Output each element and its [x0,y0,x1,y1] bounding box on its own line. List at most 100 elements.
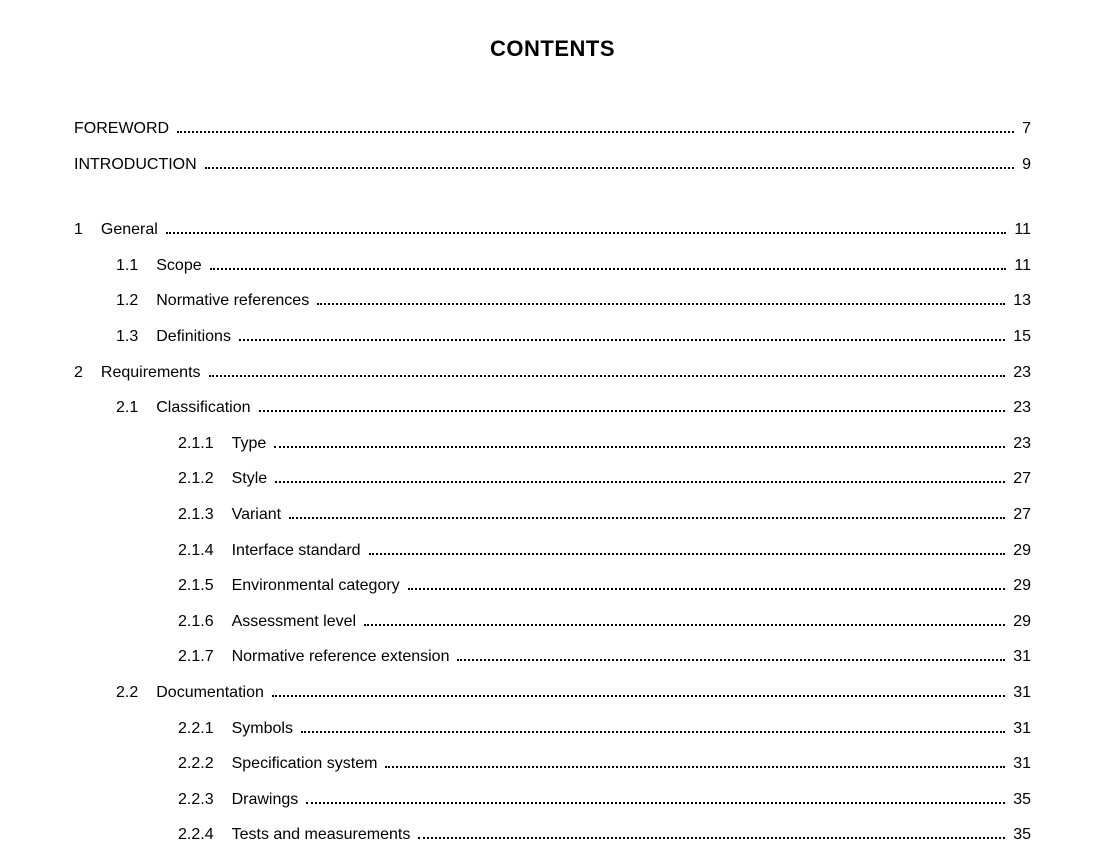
toc-entry-label: Assessment level [232,609,361,635]
toc-entry-page: 35 [1009,787,1031,813]
toc-leader-dots [166,221,1007,234]
toc-entry-number: 1.2 [116,288,156,314]
toc-entry-label: Type [232,431,271,457]
toc-leader-dots [364,613,1005,626]
toc-leader-dots [369,542,1006,555]
toc-entry-number: 2.1.7 [178,644,232,670]
toc-entry-label: Requirements [101,360,205,386]
toc-entry-page: 31 [1009,751,1031,777]
toc-leader-dots [306,791,1005,804]
toc-leader-dots [209,364,1006,377]
toc-entry: 2.2.1Symbols 31 [74,716,1031,742]
toc-entry-label: Environmental category [232,573,404,599]
toc-entry: 2.2Documentation 31 [74,680,1031,706]
toc-leader-dots [317,293,1005,306]
toc-entry-page: 29 [1009,538,1031,564]
toc-entry-page: 15 [1009,324,1031,350]
toc-entry: 2.1Classification 23 [74,395,1031,421]
toc-entry-number: 2.2.3 [178,787,232,813]
toc-entry-page: 29 [1009,573,1031,599]
toc-entry-number: 2.1 [116,395,156,421]
toc-entry-page: 29 [1009,609,1031,635]
toc-entry-label: Symbols [232,716,297,742]
table-of-contents: FOREWORD7INTRODUCTION91General111.1Scope… [74,116,1031,848]
toc-entry-label: Drawings [232,787,303,813]
toc-leader-dots [272,684,1005,697]
toc-entry: 2.1.1Type 23 [74,431,1031,457]
toc-entry-page: 27 [1009,466,1031,492]
toc-leader-dots [457,649,1005,662]
toc-leader-dots [259,399,1006,412]
toc-entry: 2.1.5Environmental category 29 [74,573,1031,599]
toc-entry-label: Documentation [156,680,268,706]
toc-entry-page: 11 [1010,217,1031,243]
toc-leader-dots [210,257,1007,270]
toc-leader-dots [177,120,1014,133]
page-title: CONTENTS [74,36,1031,62]
toc-leader-dots [239,328,1005,341]
toc-entry: 1General 11 [74,217,1031,243]
toc-leader-dots [205,156,1014,169]
toc-entry-label: General [101,217,162,243]
toc-entry: 2.1.7Normative reference extension 31 [74,644,1031,670]
toc-entry-page: 11 [1010,253,1031,279]
toc-entry-number: 2.1.1 [178,431,232,457]
toc-entry: 1.2Normative references 13 [74,288,1031,314]
toc-entry-label: Interface standard [232,538,365,564]
toc-entry: INTRODUCTION 9 [74,152,1031,178]
toc-entry: FOREWORD 7 [74,116,1031,142]
toc-entry: 2Requirements 23 [74,360,1031,386]
toc-entry: 2.2.2Specification system 31 [74,751,1031,777]
toc-entry-number: 2.2.4 [178,822,232,848]
toc-leader-dots [274,435,1005,448]
toc-entry: 1.3Definitions 15 [74,324,1031,350]
toc-entry-number: 2.2 [116,680,156,706]
toc-entry-label: Normative reference extension [232,644,454,670]
toc-entry-label: Tests and measurements [232,822,415,848]
toc-entry-label: Style [232,466,272,492]
toc-leader-dots [408,577,1006,590]
toc-entry-page: 31 [1009,716,1031,742]
toc-entry-number: 2.1.2 [178,466,232,492]
toc-entry-label: Definitions [156,324,235,350]
toc-entry-page: 31 [1009,644,1031,670]
toc-entry-label: FOREWORD [74,116,173,142]
toc-entry-page: 7 [1018,116,1031,142]
toc-entry-number: 1.3 [116,324,156,350]
toc-entry-page: 23 [1009,395,1031,421]
toc-entry: 2.1.2Style 27 [74,466,1031,492]
toc-entry: 2.1.3Variant 27 [74,502,1031,528]
toc-entry-page: 27 [1009,502,1031,528]
toc-entry-number: 2.1.5 [178,573,232,599]
toc-entry-page: 23 [1009,431,1031,457]
toc-entry-page: 13 [1009,288,1031,314]
toc-entry-number: 2.1.4 [178,538,232,564]
toc-entry-label: Specification system [232,751,382,777]
toc-entry-page: 23 [1009,360,1031,386]
toc-entry-label: INTRODUCTION [74,152,201,178]
toc-entry-number: 2.2.2 [178,751,232,777]
toc-entry-number: 2 [74,360,101,386]
toc-entry-page: 9 [1018,152,1031,178]
toc-entry: 2.1.4Interface standard 29 [74,538,1031,564]
toc-entry-number: 2.1.3 [178,502,232,528]
toc-entry-number: 1.1 [116,253,156,279]
toc-entry-label: Classification [156,395,254,421]
toc-entry-label: Normative references [156,288,313,314]
toc-entry-number: 2.2.1 [178,716,232,742]
toc-leader-dots [275,471,1005,484]
toc-entry: 2.2.4Tests and measurements 35 [74,822,1031,848]
toc-entry-page: 31 [1009,680,1031,706]
toc-leader-dots [289,506,1005,519]
toc-entry-page: 35 [1009,822,1031,848]
toc-leader-dots [418,826,1005,839]
toc-entry: 2.2.3Drawings 35 [74,787,1031,813]
toc-leader-dots [301,720,1005,733]
toc-entry: 1.1Scope 11 [74,253,1031,279]
toc-entry-number: 1 [74,217,101,243]
toc-entry-label: Scope [156,253,205,279]
toc-entry-number: 2.1.6 [178,609,232,635]
toc-entry: 2.1.6Assessment level 29 [74,609,1031,635]
toc-entry-label: Variant [232,502,286,528]
toc-leader-dots [385,755,1005,768]
